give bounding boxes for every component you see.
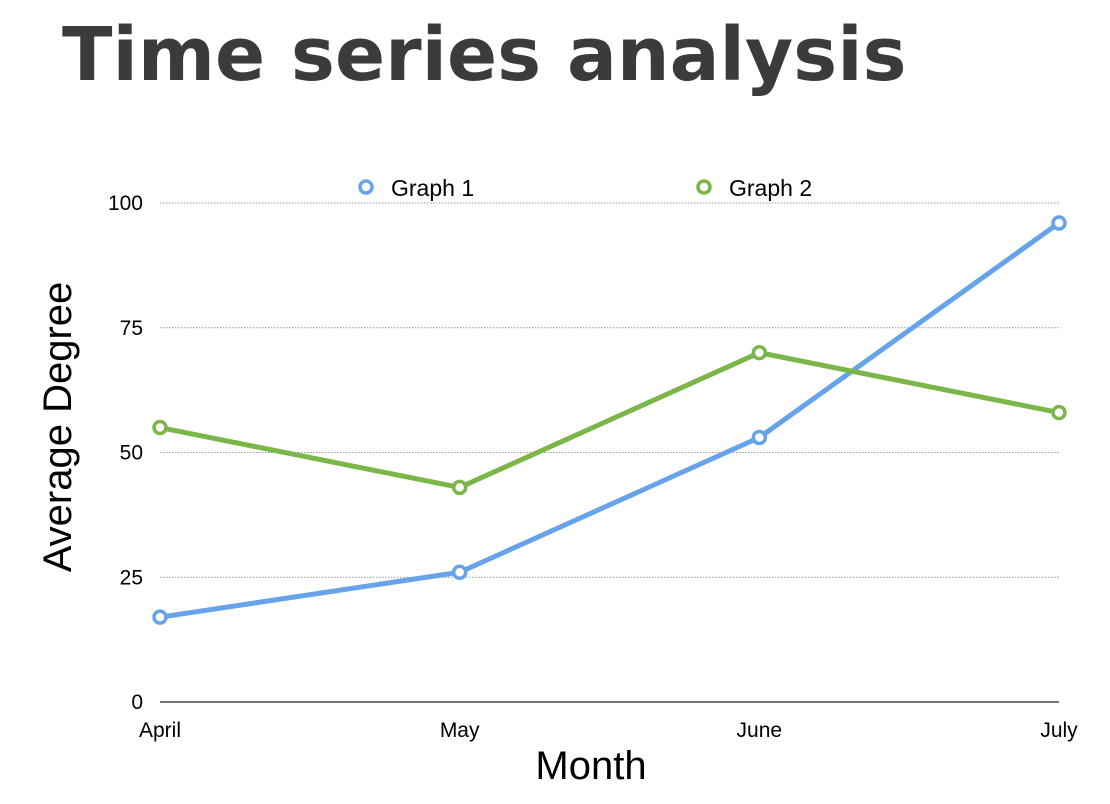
series-line-2 (157, 350, 1062, 490)
y-tick-label: 100 (108, 192, 143, 215)
x-axis-title: Month (535, 744, 646, 788)
data-point (751, 344, 768, 361)
data-point (1051, 404, 1067, 421)
data-point (451, 564, 468, 581)
series-2 (152, 344, 1067, 496)
legend-marker (358, 179, 374, 195)
series-1 (152, 215, 1067, 625)
chart-title: Time series analysis (62, 12, 907, 98)
legend-label: Graph 2 (729, 175, 812, 201)
data-point (152, 609, 168, 625)
data-point (152, 419, 168, 436)
data-point (751, 429, 768, 446)
y-tick-label: 75 (120, 317, 143, 340)
x-tick-label: April (139, 719, 181, 742)
y-axis-title: Average Degree (36, 282, 80, 573)
data-point (451, 479, 468, 496)
legend-item-2: Graph 2 (696, 175, 812, 201)
y-tick-label: 50 (120, 442, 143, 465)
legend-label: Graph 1 (391, 175, 474, 201)
y-tick-label: 0 (131, 691, 143, 714)
legend-item-1: Graph 1 (358, 175, 474, 201)
x-tick-label: July (1040, 719, 1078, 742)
axes: 0 25 50 75 100 April May June July (108, 192, 1078, 742)
series-line-1 (157, 220, 1062, 620)
legend: Graph 1 Graph 2 (358, 175, 812, 201)
x-tick-label: June (737, 719, 783, 742)
legend-marker (696, 179, 712, 195)
series-lines (152, 215, 1067, 625)
grid-lines (160, 202, 1059, 578)
data-point (1051, 215, 1067, 231)
x-tick-label: May (440, 719, 480, 742)
y-tick-label: 25 (120, 566, 143, 589)
